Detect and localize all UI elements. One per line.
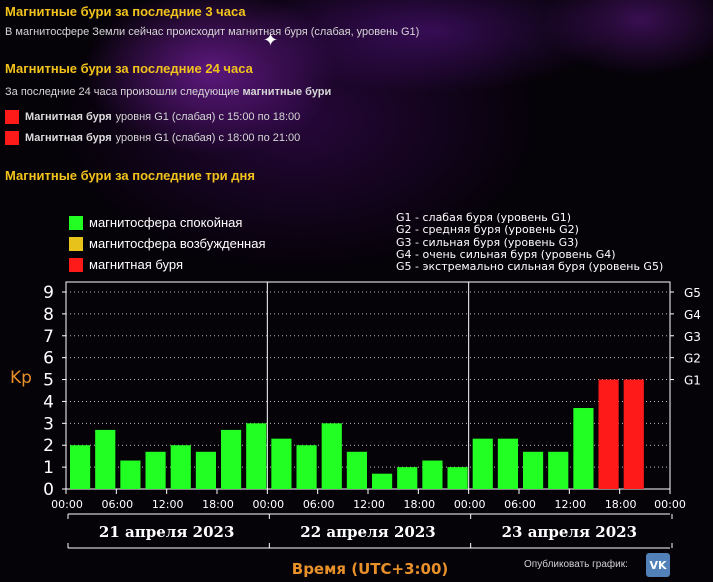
kp-bar [447,467,468,489]
intro-24h-text: За последние 24 часа произошли следующие [5,86,240,98]
x-tick-label: 00:00 [51,498,83,511]
y-tick-label: 9 [43,283,54,303]
x-tick-label: 18:00 [202,498,234,511]
vk-icon[interactable]: VK [646,553,670,577]
g-tick-label: G4 [684,308,701,322]
legend-item-excited: магнитосфера возбужденная [69,233,266,254]
storm-marker-icon [5,131,19,145]
star-icon: ✦ [263,30,279,50]
kp-bar [296,445,317,489]
kp-bar [321,423,342,489]
g-tick-label: G3 [684,330,701,344]
storm-text: уровня G1 (слабая) с 15:00 по 18:00 [115,111,301,123]
storm-label: Магнитная буря [25,132,112,144]
kp-bar [221,429,242,489]
g-legend-item: G3 - сильная буря (уровень G3) [396,235,579,249]
x-tick-label: 06:00 [303,498,335,511]
legend-swatch [69,236,83,251]
intro-24h: За последние 24 часа произошли следующие… [5,86,331,98]
kp-bar [548,451,569,489]
kp-bar [372,473,393,489]
x-tick-label: 18:00 [605,498,637,511]
g-tick-label: G2 [684,352,701,366]
storm-text: уровня G1 (слабая) с 18:00 по 21:00 [115,132,301,144]
g-tick-label: G1 [684,374,701,388]
kp-bar [573,408,594,489]
x-tick-label: 00:00 [454,498,486,511]
y-tick-label: 7 [43,327,54,347]
kp-bar [120,460,141,489]
y-tick-label: 8 [43,305,54,325]
kp-bar [195,451,216,489]
legend-label: магнитосфера спокойная [89,215,243,230]
status-3h-text: В магнитосфере Земли сейчас происходит м… [5,26,420,38]
g-legend-item: G1 - слабая буря (уровень G1) [396,211,572,224]
kp-bar [346,451,367,489]
kp-bar [271,438,292,489]
day-label: 21 апреля 2023 [99,523,234,541]
legend-label: магнитосфера возбужденная [89,236,266,251]
x-tick-label: 00:00 [252,498,284,511]
y-tick-label: 4 [43,392,54,412]
x-axis-label: Время (UTC+3:00) [292,560,448,578]
storm-marker-icon [5,110,19,124]
storm-item-1: Магнитная буря уровня G1 (слабая) с 15:0… [5,109,300,125]
y-tick-label: 0 [43,480,54,500]
intro-24h-bold: магнитные бури [242,86,332,98]
y-tick-label: 2 [43,436,54,456]
kp-bar [497,438,518,489]
kp-bar [598,379,619,489]
g-level-legend: G1 - слабая буря (уровень G1) G2 - средн… [396,211,664,274]
kp-bar [246,423,267,489]
x-tick-label: 12:00 [152,498,184,511]
section-title-3h: Магнитные бури за последние 3 часа [5,4,246,19]
g-tick-label: G5 [684,286,701,300]
kp-bar [170,445,191,489]
g-legend-item: G5 - экстремально сильная буря (уровень … [396,260,664,274]
section-title-3days: Магнитные бури за последние три дня [5,168,255,183]
kp-bar [472,438,493,489]
x-tick-label: 12:00 [353,498,385,511]
g-legend-item: G2 - средняя буря (уровень G2) [396,223,579,237]
legend-item-storm: магнитная буря [69,254,266,275]
kp-bar [422,460,443,489]
legend-swatch [69,215,83,230]
x-tick-label: 00:00 [654,498,686,511]
legend-swatch [69,257,83,272]
kp-bar [523,451,544,489]
section-title-24h: Магнитные бури за последние 24 часа [5,61,253,76]
kp-bar [397,467,418,489]
y-tick-label: 3 [43,414,54,434]
g-legend-item: G4 - очень сильная буря (уровень G4) [396,247,616,261]
legend-item-quiet: магнитосфера спокойная [69,212,266,233]
y-tick-label: 6 [43,349,54,369]
x-tick-label: 18:00 [403,498,435,511]
day-label: 23 апреля 2023 [502,523,637,541]
legend-label: магнитная буря [89,257,184,272]
storm-item-2: Магнитная буря уровня G1 (слабая) с 18:0… [5,130,300,146]
day-label: 22 апреля 2023 [300,523,435,541]
y-tick-label: 1 [43,458,54,478]
y-tick-label: 5 [43,371,54,391]
kp-bar [145,451,166,489]
x-tick-label: 06:00 [504,498,536,511]
status-legend: магнитосфера спокойная магнитосфера возб… [69,212,266,275]
y-axis-label: Kp [10,368,32,388]
kp-bar [623,379,644,489]
x-tick-label: 12:00 [554,498,586,511]
storm-label: Магнитная буря [25,111,112,123]
x-tick-label: 06:00 [101,498,133,511]
kp-bar [70,445,91,489]
kp-bar [95,429,116,489]
publish-label: Опубликовать график: [524,559,628,570]
